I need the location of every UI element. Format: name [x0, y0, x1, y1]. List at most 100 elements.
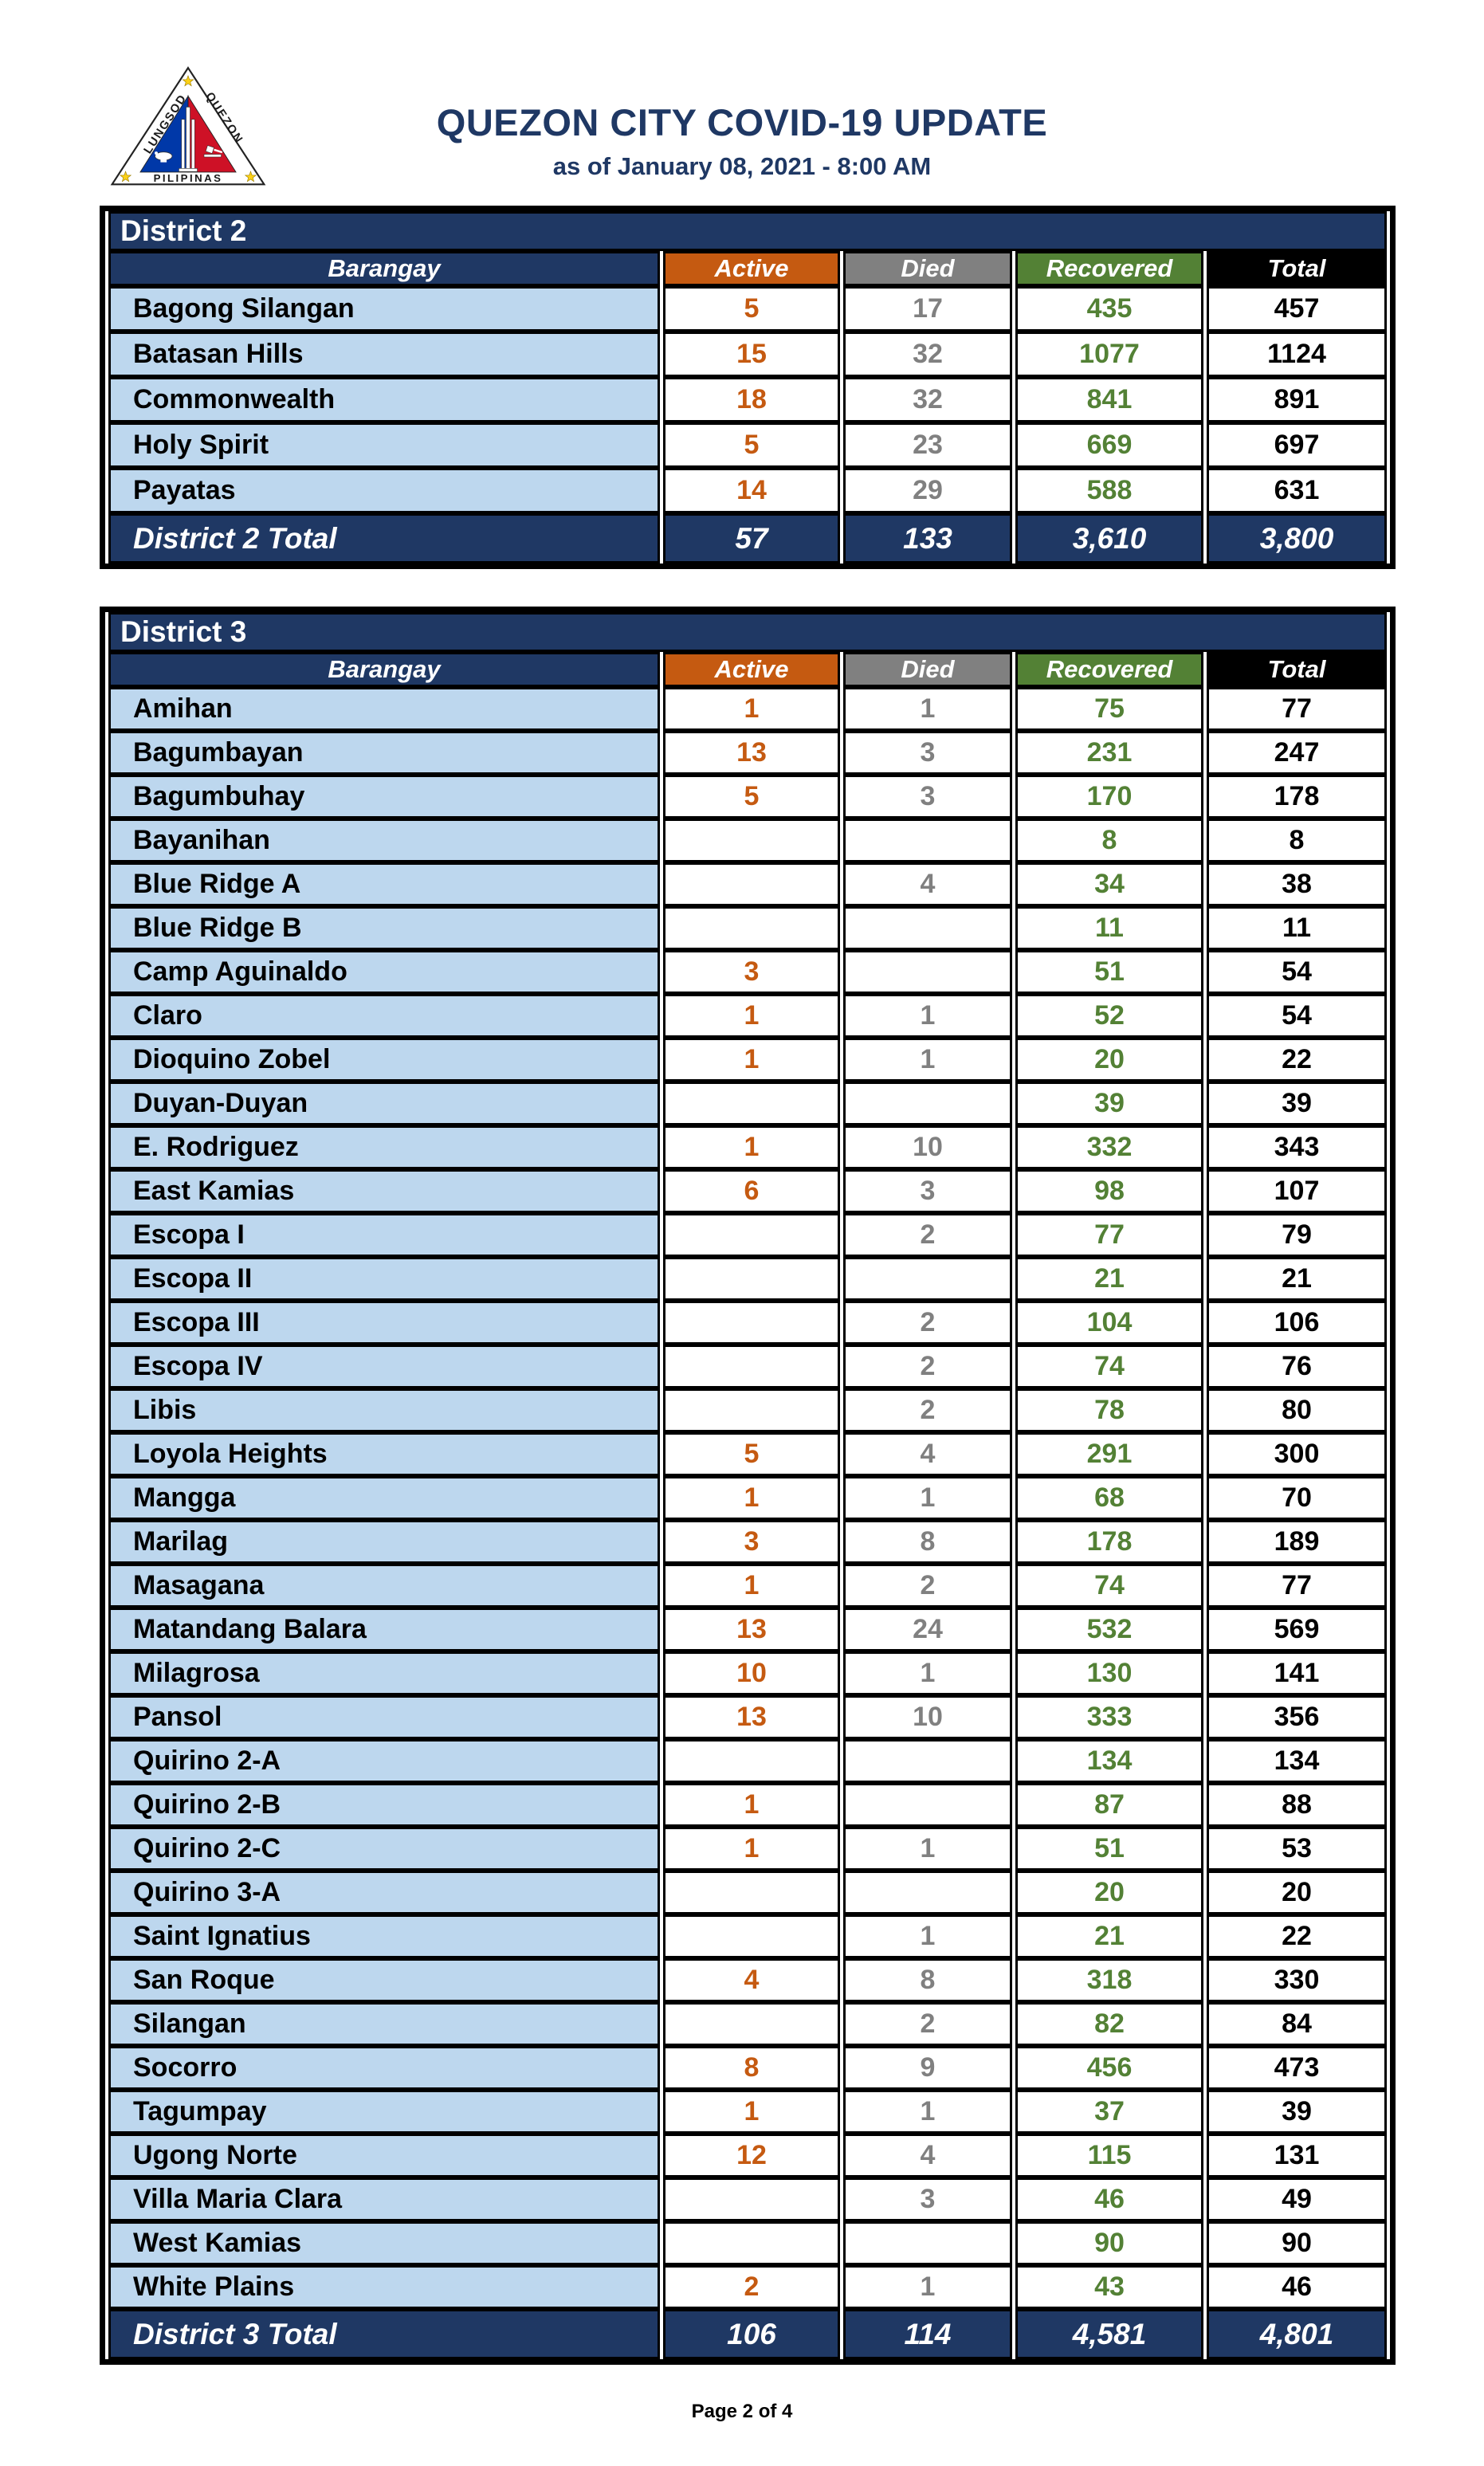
died-cell: [843, 1871, 1012, 1914]
died-cell: 2: [843, 1301, 1012, 1345]
barangay-cell: Escopa IV: [108, 1345, 660, 1388]
total-cell: 46: [1207, 2265, 1388, 2309]
table-row: West Kamias 90 90: [108, 2221, 1388, 2265]
barangay-cell: Quirino 2-B: [108, 1783, 660, 1827]
column-header-recovered: Recovered: [1015, 251, 1203, 286]
barangay-cell: Escopa I: [108, 1213, 660, 1257]
total-cell: 1124: [1207, 332, 1388, 377]
column-header-barangay: Barangay: [108, 652, 660, 687]
table-row: Blue Ridge B 11 11: [108, 906, 1388, 950]
died-cell: 3: [843, 1169, 1012, 1213]
died-cell: 2: [843, 2002, 1012, 2046]
district-total-row: District 3 Total 106 114 4,581 4,801: [108, 2309, 1388, 2359]
barangay-cell: East Kamias: [108, 1169, 660, 1213]
recovered-cell: 104: [1015, 1301, 1203, 1345]
district-2-table: District 2 Barangay Active Died Recovered Tot…: [100, 206, 1396, 569]
total-cell: 76: [1207, 1345, 1388, 1388]
active-cell: 5: [663, 1432, 840, 1476]
column-header-died: Died: [843, 652, 1012, 687]
district-total-died: 133: [843, 513, 1012, 563]
active-cell: 10: [663, 1651, 840, 1695]
table-row: Marilag 3 8 178 189: [108, 1520, 1388, 1564]
recovered-cell: 68: [1015, 1476, 1203, 1520]
active-cell: 6: [663, 1169, 840, 1213]
died-cell: [843, 906, 1012, 950]
total-cell: 247: [1207, 731, 1388, 775]
table-row: Tagumpay 1 1 37 39: [108, 2090, 1388, 2134]
total-cell: 54: [1207, 994, 1388, 1038]
total-cell: 21: [1207, 1257, 1388, 1301]
logo-text-pilipinas: PILIPINAS: [154, 172, 223, 184]
table-row: Dioquino Zobel 1 1 20 22: [108, 1038, 1388, 1082]
died-cell: 32: [843, 377, 1012, 422]
recovered-cell: 98: [1015, 1169, 1203, 1213]
total-cell: 330: [1207, 1958, 1388, 2002]
total-cell: 84: [1207, 2002, 1388, 2046]
table-row: Quirino 3-A 20 20: [108, 1871, 1388, 1914]
district-title-row: District 3: [108, 612, 1388, 652]
total-cell: 54: [1207, 950, 1388, 994]
barangay-cell: Bagong Silangan: [108, 286, 660, 332]
page-footer: Page 2 of 4: [0, 2401, 1484, 2423]
recovered-cell: 90: [1015, 2221, 1203, 2265]
active-cell: [663, 1914, 840, 1958]
died-cell: [843, 819, 1012, 862]
barangay-cell: Claro: [108, 994, 660, 1038]
died-cell: 8: [843, 1520, 1012, 1564]
total-cell: 49: [1207, 2177, 1388, 2221]
total-cell: 88: [1207, 1783, 1388, 1827]
active-cell: 3: [663, 950, 840, 994]
active-cell: [663, 906, 840, 950]
barangay-cell: Bagumbuhay: [108, 775, 660, 819]
recovered-cell: 52: [1015, 994, 1203, 1038]
barangay-cell: Socorro: [108, 2046, 660, 2090]
column-header-recovered: Recovered: [1015, 652, 1203, 687]
page-title: QUEZON CITY COVID-19 UPDATE: [436, 101, 1048, 143]
active-cell: 5: [663, 286, 840, 332]
table-row: East Kamias 6 3 98 107: [108, 1169, 1388, 1213]
recovered-cell: 178: [1015, 1520, 1203, 1564]
total-cell: 38: [1207, 862, 1388, 906]
district-total-active: 106: [663, 2309, 840, 2359]
column-header-barangay: Barangay: [108, 251, 660, 286]
active-cell: 1: [663, 1564, 840, 1608]
active-cell: [663, 2221, 840, 2265]
table-row: Duyan-Duyan 39 39: [108, 1082, 1388, 1125]
recovered-cell: 43: [1015, 2265, 1203, 2309]
barangay-cell: Bagumbayan: [108, 731, 660, 775]
barangay-cell: Quirino 2-A: [108, 1739, 660, 1783]
recovered-cell: 291: [1015, 1432, 1203, 1476]
active-cell: 13: [663, 1695, 840, 1739]
column-header-active: Active: [663, 251, 840, 286]
table-row: Silangan 2 82 84: [108, 2002, 1388, 2046]
active-cell: 3: [663, 1520, 840, 1564]
recovered-cell: 51: [1015, 950, 1203, 994]
barangay-cell: Batasan Hills: [108, 332, 660, 377]
barangay-cell: Escopa II: [108, 1257, 660, 1301]
total-cell: 79: [1207, 1213, 1388, 1257]
table-row: Milagrosa 10 1 130 141: [108, 1651, 1388, 1695]
active-cell: 8: [663, 2046, 840, 2090]
total-cell: 473: [1207, 2046, 1388, 2090]
table-row: Escopa III 2 104 106: [108, 1301, 1388, 1345]
recovered-cell: 82: [1015, 2002, 1203, 2046]
recovered-cell: 11: [1015, 906, 1203, 950]
total-cell: 134: [1207, 1739, 1388, 1783]
died-cell: 3: [843, 2177, 1012, 2221]
recovered-cell: 231: [1015, 731, 1203, 775]
total-cell: 77: [1207, 687, 1388, 731]
died-cell: 2: [843, 1213, 1012, 1257]
active-cell: 1: [663, 687, 840, 731]
active-cell: [663, 2002, 840, 2046]
table-row: Holy Spirit 5 23 669 697: [108, 422, 1388, 468]
recovered-cell: 669: [1015, 422, 1203, 468]
died-cell: [843, 1739, 1012, 1783]
died-cell: 24: [843, 1608, 1012, 1651]
total-cell: 131: [1207, 2134, 1388, 2177]
recovered-cell: 332: [1015, 1125, 1203, 1169]
table-row: Bagumbayan 13 3 231 247: [108, 731, 1388, 775]
recovered-cell: 87: [1015, 1783, 1203, 1827]
table-row: Quirino 2-C 1 1 51 53: [108, 1827, 1388, 1871]
total-cell: 77: [1207, 1564, 1388, 1608]
recovered-cell: 318: [1015, 1958, 1203, 2002]
